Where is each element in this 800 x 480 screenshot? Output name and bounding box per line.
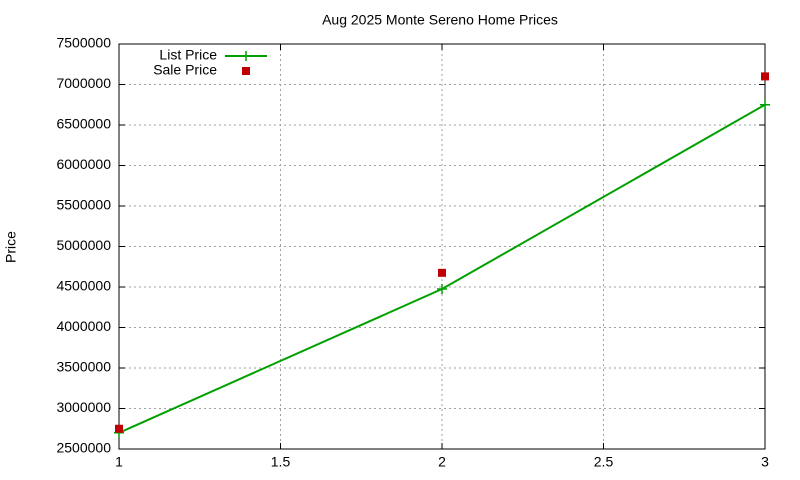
point [438,268,446,277]
y-tick-label: 7000000 [56,75,111,91]
y-tick-label: 4500000 [56,278,111,294]
y-tick-label: 4000000 [56,318,111,334]
y-tick-label: 2500000 [56,440,111,456]
x-tick-label: 2 [438,454,446,470]
y-tick-label: 3500000 [56,359,111,375]
legend-marker [242,67,250,75]
y-tick-label: 5500000 [56,197,111,213]
legend-label: Sale Price [153,62,217,78]
x-tick-label: 3 [761,454,769,470]
y-tick-label: 7500000 [56,35,111,51]
point [115,424,123,433]
y-axis-label: Price [3,231,19,263]
y-tick-label: 6000000 [56,156,111,172]
chart-title: Aug 2025 Monte Sereno Home Prices [322,12,558,28]
legend-label: List Price [159,47,217,63]
point [760,99,770,110]
legend-marker [241,51,251,61]
y-tick-label: 3000000 [56,399,111,415]
x-tick-label: 2.5 [594,454,614,470]
x-tick-label: 1.5 [271,454,291,470]
y-tick-label: 6500000 [56,116,111,132]
x-tick-label: 1 [115,454,123,470]
plot-border [118,43,766,450]
point [437,284,447,295]
y-tick-label: 5000000 [56,237,111,253]
point [761,72,769,81]
